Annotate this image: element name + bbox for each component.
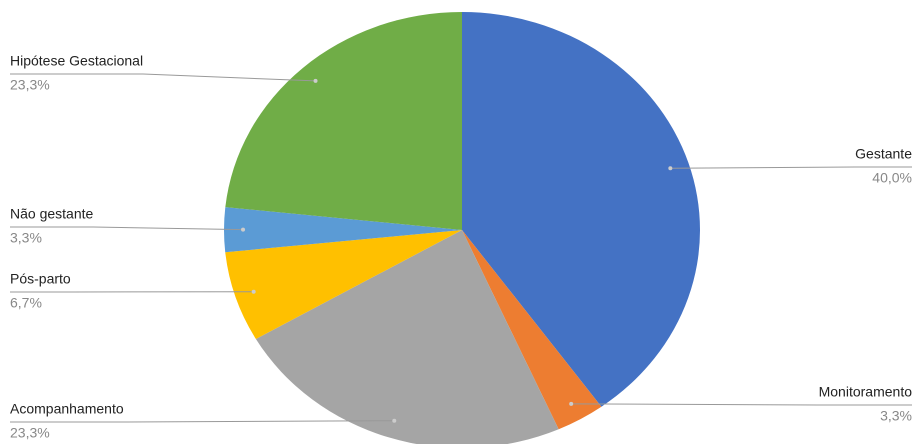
pie-slice bbox=[225, 12, 462, 230]
pie-slice bbox=[223, 207, 462, 253]
slice-value-label: 40,0% bbox=[872, 170, 912, 186]
pie-slice bbox=[462, 12, 700, 407]
pie-slice bbox=[255, 230, 559, 444]
leader-line bbox=[670, 166, 912, 169]
slice-value-label: 6,7% bbox=[10, 295, 42, 311]
leader-dot bbox=[241, 227, 246, 232]
slice-label: Acompanhamento bbox=[10, 401, 124, 417]
slice-label: Hipótese Gestacional bbox=[10, 53, 143, 69]
slice-value-label: 23,3% bbox=[10, 77, 50, 93]
leader-dot bbox=[668, 166, 673, 171]
leader-dot bbox=[251, 289, 256, 294]
leader-dot bbox=[392, 418, 397, 423]
slice-value-label: 3,3% bbox=[10, 230, 42, 246]
leader-dot bbox=[313, 78, 318, 83]
leader-line bbox=[571, 403, 912, 406]
pie-slice bbox=[462, 230, 602, 430]
slice-label: Monitoramento bbox=[819, 384, 913, 400]
slice-label: Gestante bbox=[855, 146, 912, 162]
slice-value-label: 3,3% bbox=[880, 408, 912, 424]
leader-line bbox=[10, 420, 395, 423]
pie-slice bbox=[225, 230, 462, 339]
slice-label: Não gestante bbox=[10, 206, 93, 222]
leader-line bbox=[10, 73, 316, 82]
slice-value-label: 23,3% bbox=[10, 425, 50, 441]
leader-line bbox=[10, 226, 244, 231]
leader-dot bbox=[569, 401, 574, 406]
slice-label: Pós-parto bbox=[10, 271, 71, 287]
